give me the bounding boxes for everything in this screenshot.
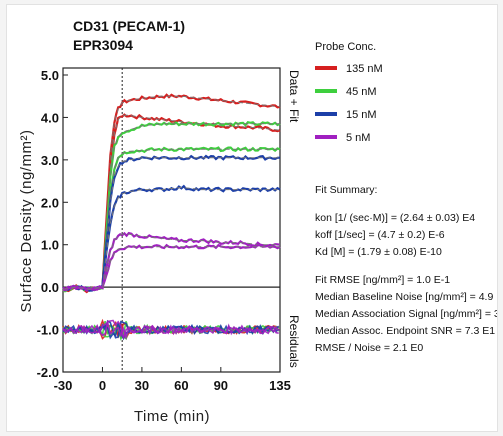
y-tick-label: 5.0 [41,68,59,83]
x-axis-ticks: -30 0 30 60 90 135 [54,367,291,393]
fit-curve-2-0 [62,157,280,290]
y-axis-title: Surface Density (ng/mm²) [18,130,35,313]
upper-panel-label: Data + Fit [287,70,301,123]
x-axis-title: Time (min) [134,408,210,425]
fit-curve-0-1 [62,114,281,292]
fit-summary: Fit Summary: kon [1/ (sec·M)] = (2.64 ± … [315,184,497,354]
y-tick-label: 4.0 [41,110,59,125]
legend-label-1: 45 nM [346,86,377,98]
series-trace-1-0 [62,120,281,292]
chart-frame: CD31 (PECAM-1) EPR3094 5.0 4.0 3.0 2.0 1.0 0.… [6,4,498,432]
x-tick-label: 30 [135,378,149,393]
residual-trace-3-1 [62,321,280,340]
y-axis-ticks: 5.0 4.0 3.0 2.0 1.0 0.0 -1.0 -2.0 [37,68,68,380]
fit-rmse: Fit RMSE [ng/mm²] = 1.0 E-1 [315,274,450,286]
y-tick-label: 0.0 [41,280,59,295]
y-tick-label: 3.0 [41,153,59,168]
y-tick-label: 1.0 [41,238,59,253]
fit-rmse-noise: RMSE / Noise = 2.1 E0 [315,342,423,354]
fit-summary-title: Fit Summary: [315,184,377,196]
fit-curve-1-1 [62,148,280,292]
fit-assoc-signal: Median Association Signal [ng/mm²] = 3.0… [315,308,497,320]
legend-label-2: 15 nM [346,109,377,121]
x-tick-label: 0 [99,378,106,393]
fit-curve-3-0 [62,233,280,290]
fit-kd: Kd [M] = (1.79 ± 0.08) E-10 [315,246,442,258]
series-trace-1-1 [63,146,281,293]
fit-curve-3-1 [62,246,280,290]
series-trace-0-1 [62,113,281,294]
chart-subtitle: EPR3094 [73,37,133,53]
fit-curve-0-0 [62,95,281,292]
fit-snr: Median Assoc. Endpoint SNR = 7.3 E1 [315,325,495,337]
series-trace-2-0 [62,154,281,292]
legend-title: Probe Conc. [315,41,376,53]
x-tick-label: 135 [269,378,291,393]
plot-area-border [62,67,281,373]
fit-curve-1-0 [62,123,280,290]
fit-kon: kon [1/ (sec·M)] = (2.64 ± 0.03) E4 [315,212,475,224]
x-tick-label: -30 [54,378,73,393]
legend-label-3: 5 nM [346,132,370,144]
kinetics-chart: CD31 (PECAM-1) EPR3094 5.0 4.0 3.0 2.0 1.0 0.… [18,18,497,425]
data-traces [62,93,281,294]
fit-koff: koff [1/sec] = (4.7 ± 0.2) E-6 [315,229,445,241]
series-trace-3-1 [62,243,281,292]
x-tick-label: 90 [214,378,228,393]
legend-label-0: 135 nM [346,63,383,75]
y-tick-label: 2.0 [41,195,59,210]
lower-panel-label: Residuals [287,315,301,368]
y-tick-label: -1.0 [37,323,59,338]
legend: 135 nM 45 nM 15 nM 5 nM [315,63,383,144]
series-trace-3-0 [62,231,281,293]
x-tick-label: 60 [174,378,188,393]
residual-traces [62,318,280,341]
y-tick-label: -2.0 [37,365,59,380]
chart-title: CD31 (PECAM-1) [73,18,185,34]
fit-baseline-noise: Median Baseline Noise [ng/mm²] = 4.9 E-2 [315,291,497,303]
fit-curve-2-1 [62,186,280,290]
